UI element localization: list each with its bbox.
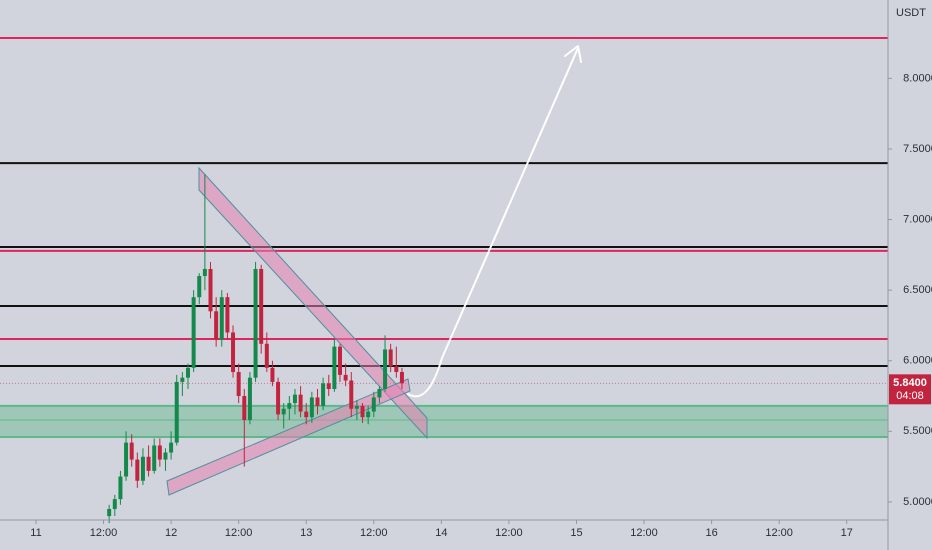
candle-body	[208, 268, 213, 312]
candle-body	[276, 381, 281, 415]
candle-body	[180, 377, 185, 382]
candle-body	[326, 383, 331, 389]
candle-body	[169, 442, 174, 453]
candle-body	[107, 508, 112, 517]
y-tick-label: 6.0000	[903, 355, 932, 367]
x-tick-label: 14	[435, 527, 447, 539]
x-tick-label: 13	[300, 527, 312, 539]
candle-body	[163, 452, 168, 460]
candle-body	[309, 397, 314, 418]
candle-body	[202, 268, 207, 277]
candle-body	[366, 411, 371, 418]
candle-body	[231, 332, 236, 373]
candle-body	[281, 408, 286, 415]
candle-body	[219, 297, 224, 340]
candle-body	[338, 346, 343, 375]
x-tick-label: 16	[705, 527, 717, 539]
x-tick-label: 15	[570, 527, 582, 539]
candle-body	[394, 366, 399, 373]
candle-body	[185, 367, 190, 378]
last-price-badge	[889, 374, 931, 405]
candle-body	[388, 349, 393, 367]
candle-body	[140, 456, 145, 481]
candle-body	[270, 367, 275, 382]
y-tick-label: 5.0000	[903, 496, 932, 508]
y-unit: USDT	[896, 7, 926, 19]
candle-body	[112, 499, 117, 509]
candle-body	[124, 442, 129, 477]
candle-body	[259, 268, 264, 344]
candle-body	[292, 394, 297, 404]
x-tick-label: 12	[165, 527, 177, 539]
ascending-band	[166, 378, 411, 496]
projection-arrow	[407, 45, 582, 398]
candle-body	[253, 268, 258, 378]
descending-band	[198, 166, 428, 440]
y-tick-label: 7.5000	[903, 143, 932, 155]
y-tick-label: 7.0000	[903, 213, 932, 225]
candle-body	[360, 405, 365, 418]
countdown: 04:08	[896, 390, 924, 402]
candle-body	[242, 396, 247, 421]
candle-body	[315, 397, 320, 406]
candle-body	[298, 394, 303, 412]
x-tick-label: 17	[841, 527, 853, 539]
y-tick-label: 6.5000	[903, 284, 932, 296]
candle-body	[152, 445, 157, 471]
x-tick-label: 12:00	[495, 527, 523, 539]
candle-body	[118, 476, 123, 500]
candle-body	[174, 381, 179, 443]
candle-body	[343, 374, 348, 381]
candle-body	[383, 349, 388, 389]
last-price-label: 5.8400	[893, 377, 927, 389]
candle-body	[236, 372, 241, 397]
candle-body	[304, 411, 309, 418]
x-tick-label: 11	[30, 527, 41, 539]
candle-body	[332, 346, 337, 389]
candle-body	[191, 297, 196, 368]
y-tick-label: 5.5000	[903, 425, 932, 437]
candle-body	[264, 343, 269, 368]
candle-body	[157, 445, 162, 460]
candle-body	[321, 383, 326, 406]
x-tick-label: 12:00	[225, 527, 253, 539]
x-tick-label: 12:00	[360, 527, 388, 539]
candle-body	[146, 456, 151, 471]
x-tick-label: 12:00	[630, 527, 658, 539]
candle-body	[287, 403, 292, 409]
candle-body	[349, 380, 354, 409]
x-tick-label: 12:00	[765, 527, 793, 539]
candle-body	[225, 297, 230, 333]
y-tick-label: 8.0000	[903, 72, 932, 84]
x-tick-label: 12:00	[90, 527, 118, 539]
candle-body	[129, 442, 134, 460]
candle-body	[135, 459, 140, 481]
candle-body	[399, 372, 404, 384]
support-zone	[0, 405, 888, 437]
candle-body	[214, 311, 219, 340]
candle-body	[197, 276, 202, 298]
candle-body	[247, 377, 252, 421]
candle-body	[371, 397, 376, 412]
candle-body	[377, 388, 382, 398]
candle-body	[354, 405, 359, 409]
